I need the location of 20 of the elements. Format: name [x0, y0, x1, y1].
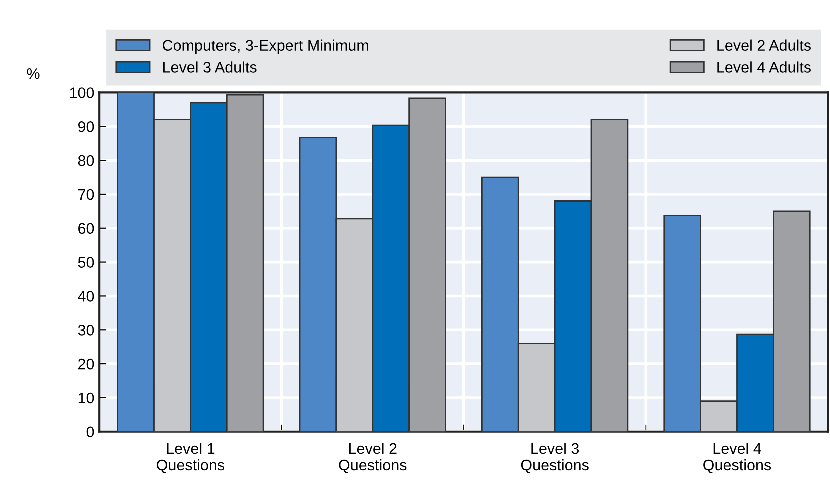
y-tick-label: 60 — [78, 223, 94, 234]
y-tick-label: 10 — [78, 392, 94, 404]
y-tick-label: 20 — [78, 358, 94, 370]
y-tick-label: 90 — [78, 122, 94, 132]
y-tick-label: 70 — [78, 189, 94, 200]
y-tick-label: 30 — [78, 325, 94, 336]
y-tick-label: 0 — [86, 426, 94, 438]
x-tick-label: Level 3 Questions — [521, 442, 589, 474]
y-tick-label: 50 — [78, 257, 94, 268]
legend-label: Level 3 Adults — [163, 62, 257, 73]
x-tick-label: Level 4 Questions — [704, 442, 772, 474]
x-tick-label: Level 1 Questions — [157, 442, 225, 474]
legend-label: Computers, 3-Expert Minimum — [163, 40, 368, 54]
legend-label: Level 2 Adults — [718, 40, 811, 52]
y-tick-label: 40 — [78, 291, 94, 302]
y-tick-label: 100 — [70, 88, 94, 98]
y-tick-label: 80 — [78, 155, 94, 166]
y-axis-title: % — [27, 68, 40, 80]
legend-label: Level 4 Adults — [718, 62, 811, 73]
x-tick-label: Level 2 Questions — [339, 442, 407, 474]
